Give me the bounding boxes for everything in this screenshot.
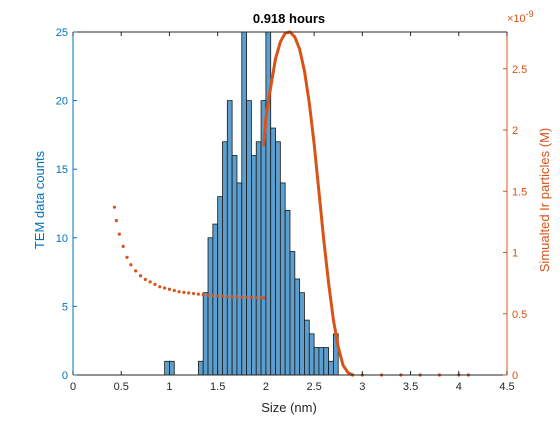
- chart-title: 0.918 hours: [253, 11, 325, 26]
- histogram-bar: [323, 347, 329, 376]
- histogram-bar: [231, 155, 238, 376]
- right-axis-ticks: 0 0.5 1 1.5 2 2.5: [503, 64, 527, 382]
- histogram-bar: [251, 155, 257, 376]
- histogram-bar: [217, 196, 223, 376]
- series-point: [172, 288, 176, 293]
- series-point: [163, 286, 167, 290]
- histogram-bars: [164, 31, 339, 376]
- series-line: [262, 30, 355, 377]
- x-tick-label: 3: [359, 381, 365, 393]
- series-point: [259, 296, 263, 300]
- series-point: [117, 232, 121, 236]
- series-point: [211, 294, 215, 298]
- series-point: [262, 296, 266, 300]
- series-point: [196, 292, 200, 296]
- series-point: [206, 293, 210, 297]
- left-axis-ticks: 0 5 10 15 20 25: [56, 27, 77, 382]
- series-point: [240, 295, 244, 299]
- series-point: [182, 290, 186, 294]
- histogram-bar: [318, 347, 325, 376]
- histogram-bar: [313, 347, 320, 376]
- series-point: [125, 255, 129, 259]
- histogram-bar: [197, 360, 204, 376]
- histogram-bar: [270, 127, 276, 376]
- histogram-bar: [212, 223, 219, 376]
- x-tick-label: 4.5: [499, 381, 514, 393]
- histogram-bar: [299, 292, 305, 376]
- left-tick-label: 20: [56, 96, 68, 108]
- histogram-bar: [236, 182, 243, 376]
- x-tick-label: 1: [166, 381, 172, 393]
- left-tick-label: 10: [56, 233, 68, 245]
- histogram-bar: [207, 237, 214, 376]
- left-tick-label: 25: [56, 27, 68, 39]
- series-point: [191, 291, 196, 296]
- series-point: [143, 277, 147, 282]
- histogram-bar: [289, 251, 296, 376]
- histogram-bar: [284, 209, 291, 376]
- histogram-bar: [169, 360, 175, 376]
- x-tick-label: 1.5: [210, 381, 225, 393]
- series-point: [158, 285, 162, 289]
- right-tick-label: 1: [512, 248, 518, 260]
- series-point: [201, 293, 205, 297]
- histogram-bar: [226, 100, 233, 376]
- x-tick-label: 2.5: [306, 381, 321, 393]
- x-axis-ticks: 0 0.5 1 1.5 2 2.5 3 3.5 4 4.5: [70, 32, 515, 393]
- right-tick-label: 2.5: [512, 64, 527, 76]
- series-point: [177, 290, 181, 294]
- histogram-bar: [304, 319, 310, 376]
- x-tick-label: 0: [70, 381, 76, 393]
- histogram-bar: [222, 141, 228, 376]
- series-point: [220, 294, 225, 298]
- left-axis-label: TEM data counts: [32, 150, 47, 249]
- series-point: [153, 282, 157, 286]
- series-point: [216, 294, 220, 298]
- right-tick-label: 2: [512, 125, 518, 137]
- series-point: [187, 291, 191, 295]
- series-point: [112, 205, 117, 209]
- x-tick-label: 3.5: [403, 381, 418, 393]
- series-point: [138, 274, 143, 278]
- series-point: [254, 295, 258, 300]
- x-tick-label: 2: [263, 381, 269, 393]
- series-point: [230, 295, 234, 299]
- series-point: [148, 280, 152, 284]
- histogram-bar: [202, 292, 209, 376]
- right-tick-label: 0.5: [512, 309, 527, 321]
- right-axis-exponent-base: ×10: [507, 13, 526, 25]
- series-point: [121, 244, 125, 248]
- histogram-bar: [255, 141, 262, 376]
- x-tick-label: 4: [456, 381, 462, 393]
- histogram-bar: [308, 333, 315, 376]
- series-point: [114, 219, 118, 223]
- x-tick-label: 0.5: [114, 381, 129, 393]
- right-axis-exponent: ×10-9: [507, 9, 534, 25]
- histogram-bar: [328, 360, 334, 376]
- right-tick-label: 0: [512, 370, 518, 382]
- series-point: [245, 295, 249, 299]
- series-point: [225, 295, 229, 299]
- series-point: [249, 295, 254, 300]
- right-tick-label: 1.5: [512, 186, 527, 198]
- x-axis-label: Size (nm): [261, 400, 317, 415]
- histogram-bar: [275, 141, 281, 376]
- histogram-bar: [279, 182, 286, 376]
- axes-frame: [72, 31, 508, 376]
- histogram-bar: [246, 100, 252, 376]
- left-tick-label: 0: [62, 370, 68, 382]
- left-tick-label: 15: [56, 164, 68, 176]
- series-point: [129, 263, 133, 267]
- series-point: [167, 287, 172, 291]
- histogram-bar: [164, 360, 170, 376]
- series-point: [235, 295, 239, 299]
- series-point: [134, 269, 138, 273]
- histogram-bar: [241, 31, 247, 376]
- right-axis-exponent-power: -9: [526, 9, 534, 19]
- right-axis-label: Simualted Ir particles (M): [537, 128, 552, 272]
- histogram-bar: [294, 278, 301, 376]
- left-tick-label: 5: [62, 301, 68, 313]
